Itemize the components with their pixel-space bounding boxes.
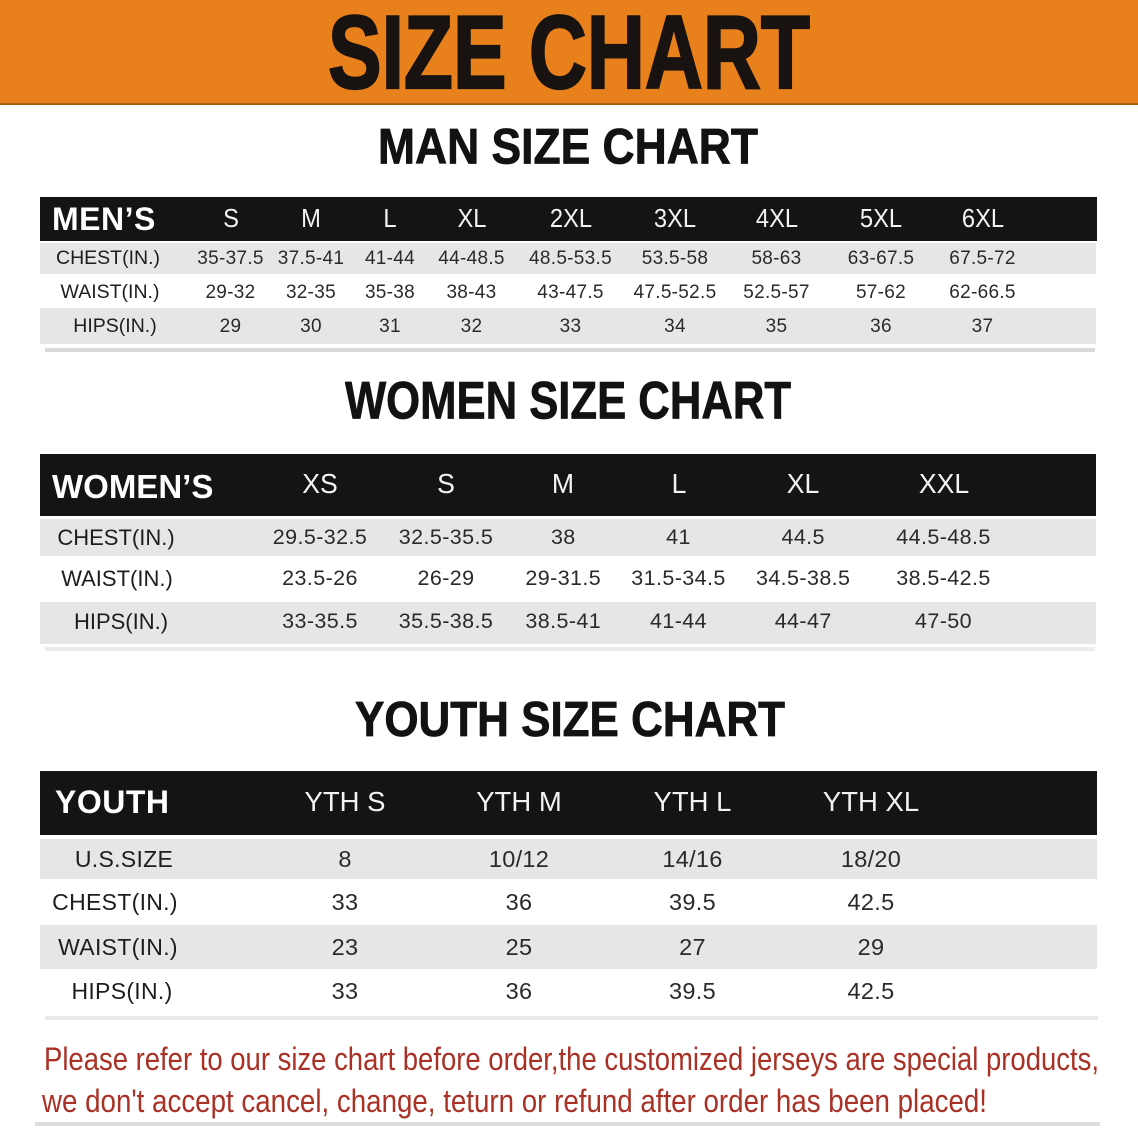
svg-text:MAN SIZE CHART: MAN SIZE CHART [378,119,758,173]
svg-text:we don't accept cancel, change: we don't accept cancel, change, teturn o… [42,1083,987,1119]
svg-text:WOMEN SIZE CHART: WOMEN SIZE CHART [345,372,791,431]
svg-text:SIZE CHART: SIZE CHART [328,0,810,103]
svg-text:YOUTH SIZE CHART: YOUTH SIZE CHART [355,693,785,747]
svg-text:Please refer to our size chart: Please refer to our size chart before or… [44,1041,1099,1077]
